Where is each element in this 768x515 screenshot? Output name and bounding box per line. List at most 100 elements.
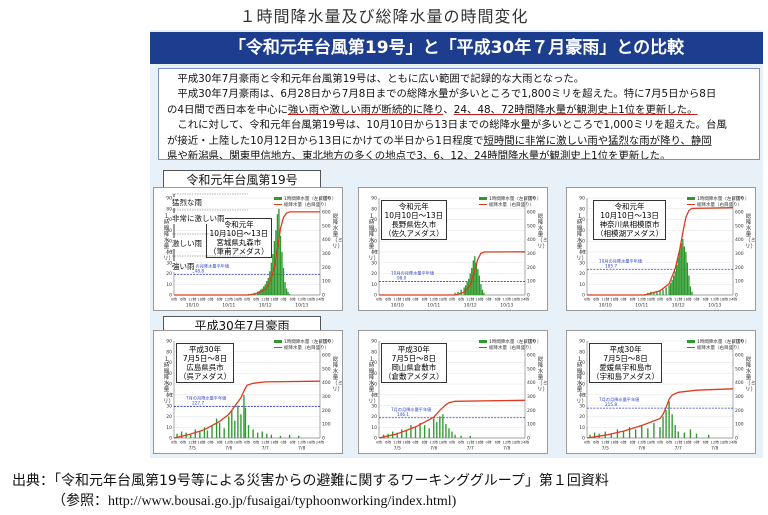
x-tick-label: 12時 xyxy=(188,297,197,302)
x-tick-label: 12時 xyxy=(601,297,610,302)
x-tick-label: 0時 xyxy=(449,440,455,445)
y-tick-label-right: 700 xyxy=(735,196,744,202)
station-label: 令和元年 10月10日～13日 長野県佐久市 （佐久アメダス） xyxy=(381,200,447,240)
y-tick-label-left: 60 xyxy=(579,371,585,377)
x-tick-label: 12時 xyxy=(430,440,439,445)
chart-card: 0 10 20 30 40 50 60 70 80 90 0 100 200 300 400 500 600 70… xyxy=(566,187,756,311)
y-tick-label-left: 10 xyxy=(371,425,377,431)
y-tick-label-left: 70 xyxy=(579,360,585,366)
chart-card: 0 10 20 30 40 50 60 70 80 90 0 100 200 300 400 500 600 70… xyxy=(153,330,343,454)
y-tick-label-left: 0 xyxy=(582,436,585,442)
x-tick-label: 6時 xyxy=(253,440,259,445)
x-tick-label: 0時 xyxy=(413,297,419,302)
legend-label: 総降水量（右目盛り） xyxy=(284,202,329,208)
y-axis-title-right: 総降水量（ミリ） xyxy=(537,357,549,393)
hourly-rain-bar xyxy=(686,262,689,295)
x-tick-label: 12時 xyxy=(503,297,512,302)
hourly-rain-bar xyxy=(223,428,225,438)
legend-entry: 1時間降水量（左目盛り） xyxy=(274,197,336,203)
total-rain-line xyxy=(379,251,526,296)
hourly-rain-bar xyxy=(278,208,280,295)
hourly-rain-bar xyxy=(683,246,686,295)
x-tick-label: 18時 xyxy=(270,297,279,302)
y-tick-label-right: 300 xyxy=(735,251,744,257)
station-label-line: （呉アメダス） xyxy=(179,372,232,381)
x-tick-label: 6時 xyxy=(422,440,428,445)
y-tick-label-left: 40 xyxy=(371,392,377,398)
rainfall-chart-svg: 0 10 20 30 40 50 60 70 80 90 0 100 200 300 400 500 600 70… xyxy=(166,339,331,452)
x-tick-label: 12時 xyxy=(393,440,402,445)
legend-label: 総降水量（右目盛り） xyxy=(697,345,742,351)
hourly-rain-bar xyxy=(298,435,300,438)
legend-entry: 1時間降水量（左目盛り） xyxy=(274,340,336,346)
legend-label: 総降水量（右目盛り） xyxy=(489,345,534,351)
x-tick-label: 12時 xyxy=(638,440,647,445)
y-tick-label-right: 500 xyxy=(322,223,331,229)
x-tick-label: 0時 xyxy=(244,440,250,445)
y-tick-label-left: 20 xyxy=(371,414,377,420)
date-label: 10/13 xyxy=(708,303,721,309)
rain-intensity-scale: 猛烈な雨 非常に激しい雨 激しい雨 強い雨 xyxy=(170,192,250,272)
x-tick-label: 6時 xyxy=(217,440,223,445)
hourly-rain-bar xyxy=(176,433,178,438)
y-tick-label-right: 400 xyxy=(322,237,331,243)
station-label-line: （宇和島アメダス） xyxy=(592,372,660,381)
hourly-rain-bar xyxy=(228,416,230,438)
hourly-rain-bar xyxy=(194,429,196,438)
x-tick-label: 12時 xyxy=(466,440,475,445)
legend-label: 総降水量（右目盛り） xyxy=(489,202,534,208)
legend-entry: 1時間降水量（左目盛り） xyxy=(479,340,541,346)
legend-swatch xyxy=(479,197,487,200)
y-tick-label-right: 600 xyxy=(735,352,744,358)
station-label-line: （相模湖アメダス） xyxy=(596,229,664,238)
y-tick-label-right: 100 xyxy=(322,279,331,285)
summary-text: 平成30年7月豪雨と令和元年台風第19号は、ともに広い範囲で記録的な大雨となった… xyxy=(177,73,585,85)
hourly-rain-bar xyxy=(683,432,686,438)
y-tick-label-left: 90 xyxy=(579,339,585,345)
station-label-line: 広島県呉市 xyxy=(186,363,224,372)
hourly-rain-bar xyxy=(641,425,643,438)
hourly-rain-bar xyxy=(284,282,286,295)
date-label: 10/12 xyxy=(259,303,272,309)
x-tick-label: 6時 xyxy=(495,297,501,302)
hourly-rain-bar xyxy=(423,425,426,438)
x-tick-label: 0時 xyxy=(449,297,455,302)
hourly-rain-bar xyxy=(203,427,206,438)
hourly-rain-bar xyxy=(442,414,444,438)
y-tick-label-right: 600 xyxy=(527,209,536,215)
x-tick-label: 24時 xyxy=(316,440,325,445)
y-tick-label-left: 70 xyxy=(166,217,172,223)
y-axis-title-left: １時間降水量（ミリ） xyxy=(576,214,588,262)
hourly-rain-bar xyxy=(231,409,233,438)
station-label: 平成30年 7月5日～8日 岡山県倉敷市 （倉敷アメダス） xyxy=(381,343,447,383)
station-label-line: （筆甫アメダス） xyxy=(209,247,269,256)
hourly-rain-bar xyxy=(674,271,676,295)
hourly-rain-bar xyxy=(279,435,282,438)
hourly-rain-bar xyxy=(275,230,277,295)
y-tick-label-left: 40 xyxy=(579,249,585,255)
legend-entry: 総降水量（右目盛り） xyxy=(274,346,336,352)
hourly-rain-bar xyxy=(451,431,453,438)
legend-label: 総降水量（右目盛り） xyxy=(284,345,329,351)
x-tick-label: 0時 xyxy=(171,440,177,445)
y-tick-label-left: 20 xyxy=(166,271,172,277)
date-label: 7/5 xyxy=(394,446,401,452)
y-tick-label-right: 500 xyxy=(527,366,536,372)
hourly-rain-bar xyxy=(689,429,692,438)
y-tick-label-left: 10 xyxy=(579,425,585,431)
x-tick-label: 12時 xyxy=(674,297,683,302)
total-rain-line xyxy=(587,207,734,296)
x-tick-label: 0時 xyxy=(281,297,287,302)
x-tick-label: 18時 xyxy=(512,440,521,445)
legend-swatch xyxy=(274,203,282,205)
y-tick-label-left: 10 xyxy=(166,425,172,431)
summary-paragraph-2: 平成30年7月豪雨は、6月28日から7月8日までの総降水量が多いところで1,80… xyxy=(167,87,751,102)
y-tick-label-right: 700 xyxy=(322,339,331,345)
y-tick-label-right: 0 xyxy=(527,436,530,442)
hourly-rain-bar xyxy=(668,401,670,438)
x-tick-label: 6時 xyxy=(666,297,672,302)
y-tick-label-left: 60 xyxy=(371,371,377,377)
x-tick-label: 0時 xyxy=(621,440,627,445)
reference-label: 7月の月降水量平年値 xyxy=(186,394,226,401)
hourly-rain-bar xyxy=(662,416,664,438)
